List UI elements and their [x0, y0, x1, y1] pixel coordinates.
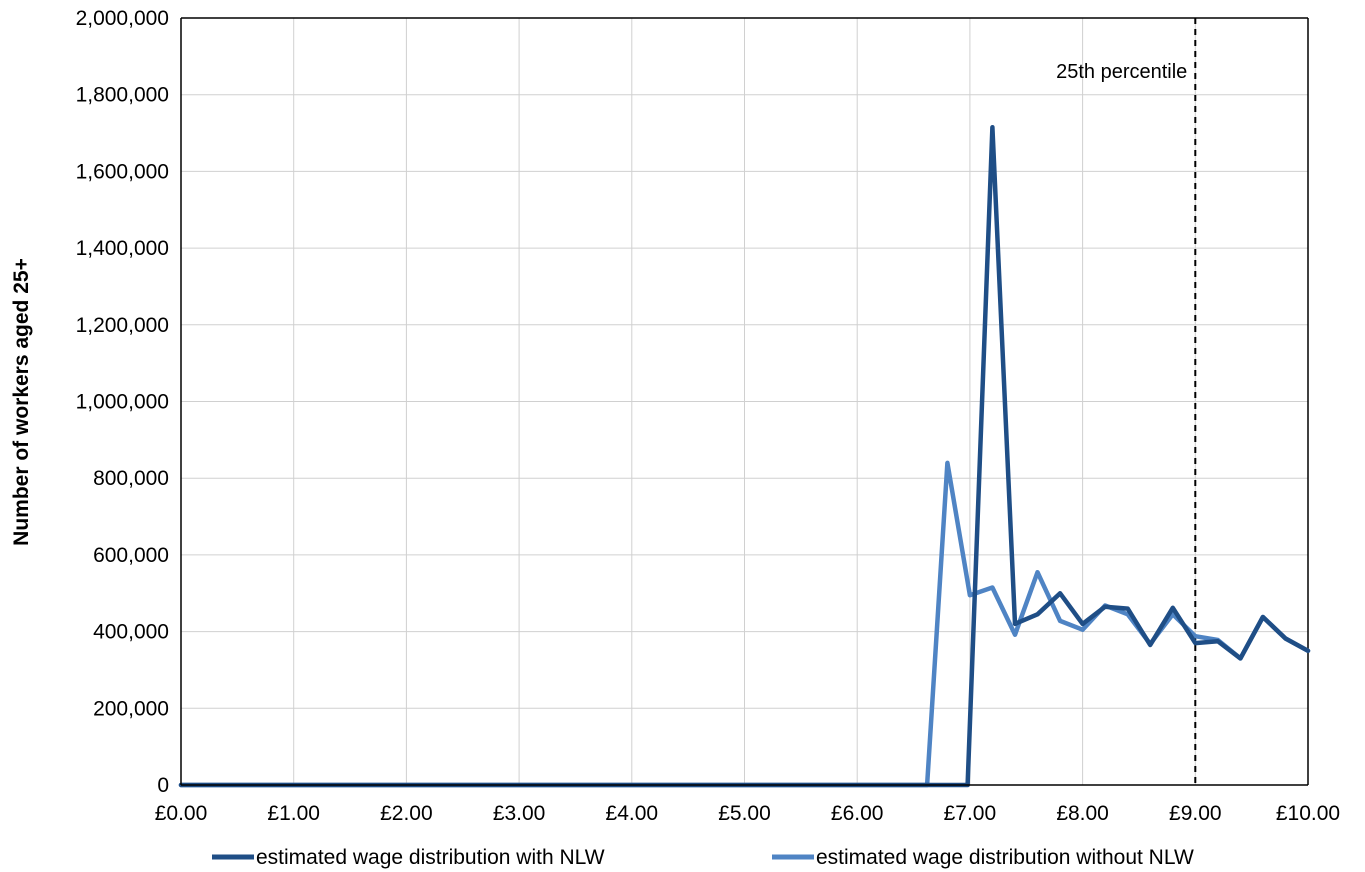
- x-tick-label: £0.00: [155, 802, 208, 825]
- legend-label: estimated wage distribution with NLW: [256, 846, 605, 869]
- grid-lines: [181, 17, 1309, 785]
- y-tick-label: 1,200,000: [76, 314, 169, 337]
- y-tick-label: 1,000,000: [76, 391, 169, 414]
- x-tick-labels: £0.00 £1.00 £2.00 £3.00 £4.00 £5.00 £6.00 £7.00…: [155, 802, 1340, 825]
- y-tick-label: 400,000: [93, 621, 169, 644]
- x-tick-label: £6.00: [831, 802, 884, 825]
- x-tick-label: £2.00: [380, 802, 433, 825]
- y-tick-label: 1,400,000: [76, 237, 169, 260]
- y-tick-label: 1,600,000: [76, 160, 169, 183]
- x-tick-label: £10.00: [1276, 802, 1340, 825]
- y-tick-label: 1,800,000: [76, 84, 169, 107]
- series-line-1: [178, 125, 1311, 788]
- y-tick-label: 0: [157, 774, 169, 797]
- series-lines: [178, 125, 1311, 788]
- y-tick-label: 200,000: [93, 697, 169, 720]
- x-tick-label: £3.00: [493, 802, 546, 825]
- x-tick-label: £1.00: [267, 802, 320, 825]
- x-tick-label: £7.00: [944, 802, 997, 825]
- percentile-annotation: 25th percentile: [1056, 18, 1197, 785]
- percentile-label: 25th percentile: [1056, 61, 1187, 83]
- x-tick-label: £8.00: [1056, 802, 1109, 825]
- y-axis-label: Number of workers aged 25+: [10, 258, 33, 546]
- legend-label: estimated wage distribution without NLW: [816, 846, 1194, 869]
- y-tick-labels: 0 200,000 400,000 600,000 800,000 1,000,000 1,…: [76, 7, 169, 797]
- axes: [180, 18, 1308, 786]
- y-tick-label: 800,000: [93, 467, 169, 490]
- x-tick-label: £5.00: [718, 802, 771, 825]
- legend: estimated wage distribution with NLW esti…: [212, 846, 1194, 869]
- x-tick-label: £9.00: [1169, 802, 1222, 825]
- y-tick-label: 2,000,000: [76, 7, 169, 30]
- x-tick-label: £4.00: [606, 802, 659, 825]
- y-tick-label: 600,000: [93, 544, 169, 567]
